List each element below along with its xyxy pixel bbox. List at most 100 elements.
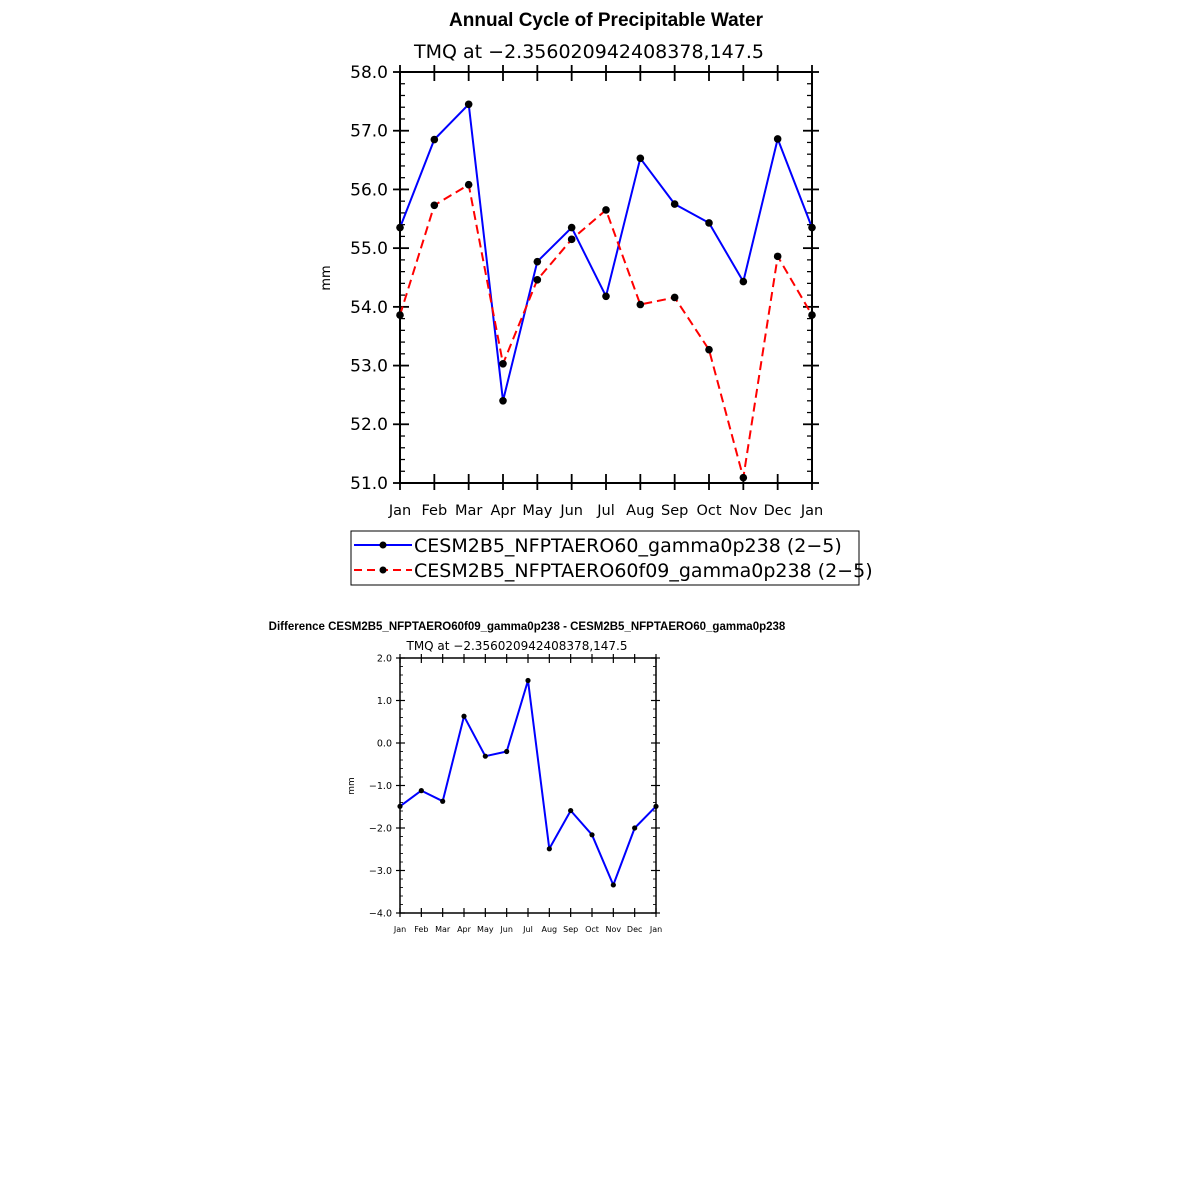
chart1-x-tick-labels: Jan Feb Mar Apr May Jun Jul Aug Sep Oct Nov Dec Jan — [388, 503, 823, 519]
series-1-point — [396, 223, 404, 232]
series-2-point — [739, 473, 748, 482]
series-1-line — [399, 103, 813, 402]
x-tick-label: Jul — [522, 925, 533, 934]
y-tick-label: 1.0 — [377, 696, 392, 707]
y-tick-label: 53.0 — [350, 357, 388, 377]
y-tick-label: 54.0 — [350, 298, 388, 318]
y-tick-label: 51.0 — [350, 474, 388, 494]
y-tick-label: −2.0 — [369, 823, 392, 834]
series-1-point — [499, 397, 507, 405]
y-tick-label: 57.0 — [350, 122, 388, 142]
y-tick-label: 0.0 — [377, 738, 392, 749]
x-tick-label: Dec — [627, 925, 642, 934]
x-tick-label: Dec — [764, 503, 792, 519]
series-2-point — [533, 276, 542, 284]
legend-marker-series-1 — [379, 541, 387, 549]
difference-chart: Difference CESM2B5_NFPTAERO60f09_gamma0p… — [269, 621, 786, 934]
x-tick-label: Jan — [388, 503, 411, 519]
chart1-ylabel: mm — [319, 265, 334, 290]
series-1-point — [461, 713, 467, 719]
chart1-y-tick-labels: 51.0 52.0 53.0 54.0 55.0 56.0 57.0 58.0 — [350, 63, 388, 494]
chart1-title: Annual Cycle of Precipitable Water — [449, 10, 764, 31]
series-1-point — [504, 748, 510, 755]
x-tick-label: Oct — [585, 925, 599, 934]
chart2-series-lines — [399, 679, 657, 886]
series-1-point — [525, 677, 531, 684]
chart2-title: Difference CESM2B5_NFPTAERO60f09_gamma0p… — [269, 621, 786, 633]
x-tick-label: Jan — [649, 925, 662, 934]
series-2-point — [602, 206, 610, 214]
series-1-point — [808, 223, 816, 232]
chart2-series-points — [397, 677, 659, 888]
x-tick-label: Jul — [596, 503, 615, 519]
series-1-point — [546, 846, 552, 852]
chart1-series-points — [396, 100, 816, 482]
series-2-point — [396, 311, 404, 319]
x-tick-label: May — [477, 925, 494, 934]
series-1-line — [399, 679, 657, 886]
legend-label-series-1: CESM2B5_NFPTAERO60_gamma0p238 (2−5) — [414, 535, 842, 557]
series-1-point — [636, 154, 645, 163]
series-2-point — [636, 300, 645, 309]
series-1-point — [739, 277, 748, 286]
series-1-point — [602, 292, 610, 301]
series-2-point — [464, 180, 473, 189]
chart1-legend: CESM2B5_NFPTAERO60_gamma0p238 (2−5) CESM… — [350, 530, 873, 586]
series-2-point — [567, 235, 576, 244]
series-1-point — [670, 200, 679, 208]
y-tick-label: 56.0 — [350, 180, 388, 200]
chart1-series-lines — [399, 103, 813, 479]
legend-marker-series-2 — [379, 566, 387, 574]
chart2-subtitle: TMQ at −2.356020942408378,147.5 — [405, 639, 627, 653]
x-tick-label: Oct — [696, 503, 721, 519]
chart2-ylabel: mm — [347, 777, 357, 795]
series-1-point — [440, 798, 446, 804]
x-tick-label: Apr — [457, 925, 472, 934]
x-tick-label: Jun — [499, 925, 513, 934]
chart2-x-tick-labels: Jan Feb Mar Apr May Jun Jul Aug Sep Oct Nov Dec Jan — [393, 925, 662, 934]
x-tick-label: Sep — [563, 925, 578, 934]
x-tick-label: Jan — [800, 503, 823, 519]
x-tick-label: Jan — [393, 925, 406, 934]
series-2-point — [808, 311, 816, 319]
x-tick-label: May — [522, 503, 552, 519]
chart1-ticks — [393, 65, 819, 490]
series-1-point — [482, 753, 488, 759]
series-1-point — [397, 803, 403, 809]
series-1-point — [567, 223, 576, 232]
series-1-point — [430, 135, 439, 144]
annual-cycle-chart: Annual Cycle of Precipitable Water TMQ a… — [319, 10, 873, 586]
series-1-point — [705, 219, 713, 227]
y-tick-label: 52.0 — [350, 415, 388, 435]
y-tick-label: −3.0 — [369, 866, 392, 877]
series-1-point — [464, 100, 473, 109]
x-tick-label: Feb — [421, 503, 447, 519]
legend-label-series-2: CESM2B5_NFPTAERO60f09_gamma0p238 (2−5) — [414, 560, 873, 582]
series-2-point — [705, 345, 713, 354]
x-tick-label: Sep — [661, 503, 688, 519]
series-2-point — [499, 360, 507, 368]
series-2-point — [670, 293, 679, 302]
x-tick-label: Mar — [455, 503, 482, 519]
y-tick-label: 55.0 — [350, 239, 388, 259]
y-tick-label: 58.0 — [350, 63, 388, 83]
x-tick-label: Nov — [606, 925, 622, 934]
x-tick-label: Aug — [626, 503, 654, 519]
series-2-line — [399, 183, 813, 479]
series-1-point — [589, 832, 595, 838]
chart1-subtitle: TMQ at −2.356020942408378,147.5 — [413, 41, 764, 63]
x-tick-label: Apr — [490, 503, 515, 519]
series-2-point — [773, 252, 782, 261]
y-tick-label: 2.0 — [377, 653, 392, 664]
chart2-y-tick-labels: −4.0 −3.0 −2.0 −1.0 0.0 1.0 2.0 — [369, 653, 392, 919]
series-2-point — [430, 201, 439, 210]
x-tick-label: Feb — [414, 925, 428, 934]
x-tick-label: Mar — [435, 925, 451, 934]
y-tick-label: −4.0 — [369, 908, 392, 919]
series-1-point — [568, 807, 574, 814]
x-tick-label: Aug — [542, 925, 558, 934]
chart2-ticks — [396, 654, 660, 917]
series-1-point — [418, 788, 424, 794]
series-1-point — [773, 135, 782, 143]
